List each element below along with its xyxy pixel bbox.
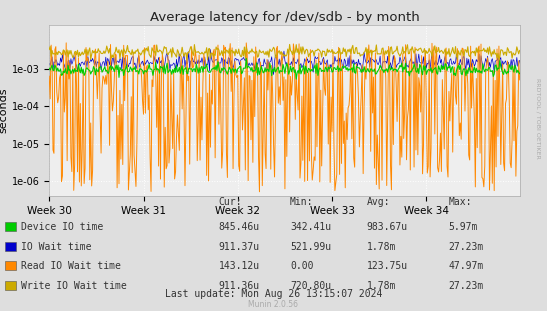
- Text: 123.75u: 123.75u: [366, 261, 408, 271]
- Text: Device IO time: Device IO time: [21, 222, 103, 232]
- Text: 1.78m: 1.78m: [366, 281, 396, 291]
- Text: Munin 2.0.56: Munin 2.0.56: [248, 299, 299, 309]
- Text: Avg:: Avg:: [366, 197, 390, 207]
- Text: Write IO Wait time: Write IO Wait time: [21, 281, 126, 291]
- Text: RRDTOOL / TOBI OETIKER: RRDTOOL / TOBI OETIKER: [536, 78, 540, 159]
- Y-axis label: seconds: seconds: [0, 88, 9, 133]
- Text: 911.37u: 911.37u: [219, 242, 260, 252]
- Text: Min:: Min:: [290, 197, 313, 207]
- Title: Average latency for /dev/sdb - by month: Average latency for /dev/sdb - by month: [149, 11, 420, 24]
- Text: 27.23m: 27.23m: [449, 281, 484, 291]
- Text: 1.78m: 1.78m: [366, 242, 396, 252]
- Text: 983.67u: 983.67u: [366, 222, 408, 232]
- Text: 5.97m: 5.97m: [449, 222, 478, 232]
- Text: 47.97m: 47.97m: [449, 261, 484, 271]
- Text: 720.80u: 720.80u: [290, 281, 331, 291]
- Text: 143.12u: 143.12u: [219, 261, 260, 271]
- Text: 27.23m: 27.23m: [449, 242, 484, 252]
- Text: 342.41u: 342.41u: [290, 222, 331, 232]
- Text: 911.36u: 911.36u: [219, 281, 260, 291]
- Text: Cur:: Cur:: [219, 197, 242, 207]
- Text: 0.00: 0.00: [290, 261, 313, 271]
- Text: Last update: Mon Aug 26 13:15:07 2024: Last update: Mon Aug 26 13:15:07 2024: [165, 289, 382, 299]
- Text: 521.99u: 521.99u: [290, 242, 331, 252]
- Text: 845.46u: 845.46u: [219, 222, 260, 232]
- Text: Max:: Max:: [449, 197, 472, 207]
- Text: IO Wait time: IO Wait time: [21, 242, 91, 252]
- Text: Read IO Wait time: Read IO Wait time: [21, 261, 121, 271]
